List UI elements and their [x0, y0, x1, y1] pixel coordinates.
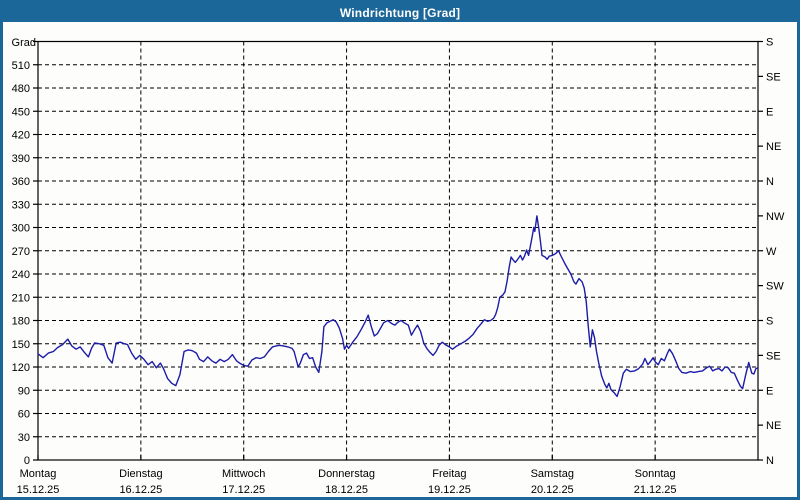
- day-name-label: Samstag: [531, 468, 574, 480]
- y-axis-tick-label: 240: [12, 269, 30, 281]
- compass-tick-label: SE: [766, 350, 781, 362]
- compass-tick-label: NE: [766, 141, 781, 153]
- day-date-label: 17.12.25: [222, 484, 265, 496]
- y-axis-tick-label: 210: [12, 292, 30, 304]
- y-axis-tick-label: 30: [18, 432, 30, 444]
- compass-tick-label: NE: [766, 420, 781, 432]
- compass-tick-label: W: [766, 246, 777, 258]
- day-name-label: Donnerstag: [318, 468, 375, 480]
- compass-tick-label: N: [766, 455, 774, 467]
- compass-tick-label: E: [766, 385, 773, 397]
- day-name-label: Sonntag: [635, 468, 676, 480]
- day-name-label: Mittwoch: [222, 468, 265, 480]
- wind-direction-series-line: [37, 215, 759, 398]
- compass-tick-label: E: [766, 106, 773, 118]
- window-title: Windrichtung [Grad]: [339, 5, 461, 20]
- y-axis-tick-label: 120: [12, 362, 30, 374]
- y-axis-tick-label: 480: [12, 83, 30, 95]
- day-name-label: Freitag: [432, 468, 466, 480]
- y-axis-tick-label: 390: [12, 153, 30, 165]
- day-name-label: Dienstag: [119, 468, 162, 480]
- y-axis-tick-label: 90: [18, 385, 30, 397]
- day-date-label: 20.12.25: [531, 484, 574, 496]
- day-date-label: 16.12.25: [119, 484, 162, 496]
- title-bar[interactable]: Windrichtung [Grad]: [3, 3, 797, 22]
- y-axis-tick-label: 420: [12, 130, 30, 142]
- y-axis-tick-label: 150: [12, 339, 30, 351]
- y-axis-unit-label: Grad: [12, 37, 36, 49]
- day-date-label: 21.12.25: [634, 484, 677, 496]
- compass-tick-label: S: [766, 316, 773, 328]
- y-axis-tick-label: 180: [12, 316, 30, 328]
- y-axis-tick-label: 270: [12, 246, 30, 258]
- compass-tick-label: NW: [766, 211, 785, 223]
- compass-tick-label: SE: [766, 71, 781, 83]
- compass-tick-label: SW: [766, 281, 784, 293]
- day-date-label: 18.12.25: [325, 484, 368, 496]
- y-axis-tick-label: 360: [12, 176, 30, 188]
- compass-tick-label: S: [766, 37, 773, 49]
- day-date-label: 19.12.25: [428, 484, 471, 496]
- day-date-label: 15.12.25: [17, 484, 60, 496]
- compass-tick-label: N: [766, 176, 774, 188]
- day-name-label: Montag: [20, 468, 57, 480]
- y-axis-tick-label: 60: [18, 409, 30, 421]
- y-axis-tick-label: 0: [24, 455, 30, 467]
- y-axis-tick-label: 510: [12, 60, 30, 72]
- y-axis-tick-label: 300: [12, 223, 30, 235]
- y-axis-tick-label: 330: [12, 199, 30, 211]
- y-axis-tick-label: 450: [12, 106, 30, 118]
